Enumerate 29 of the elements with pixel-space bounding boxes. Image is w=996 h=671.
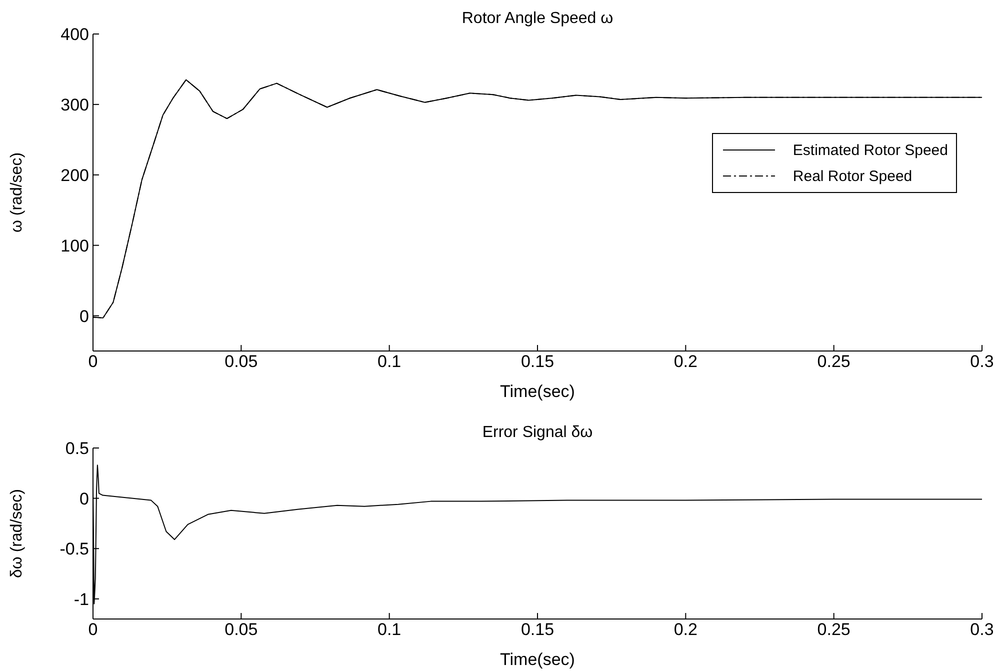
y-tick-label: 300	[60, 95, 89, 114]
y-tick-label: 100	[60, 236, 89, 256]
x-axis-title: Time(sec)	[500, 382, 575, 401]
chart-title: Error Signal δω	[481, 424, 594, 442]
x-tick-label: 0.3	[970, 620, 994, 640]
y-tick-label: 0	[80, 489, 89, 508]
x-tick-label: 0.25	[817, 620, 850, 640]
x-tick-label: 0.2	[674, 352, 698, 372]
legend-label: Real Rotor Speed	[792, 168, 912, 184]
x-tick-label: 0.15	[520, 352, 554, 372]
y-tick-label: -1	[74, 590, 89, 609]
x-tick-label: 0.15	[520, 620, 554, 640]
y-axis-title: δω (rad/sec)	[8, 489, 26, 578]
x-tick-label: 0.1	[378, 352, 402, 372]
x-tick-label: 0.05	[224, 620, 258, 640]
legend-label: Estimated Rotor Speed	[792, 142, 948, 158]
x-tick-label: 0.2	[674, 620, 698, 640]
x-tick-label: 0.1	[378, 620, 402, 640]
y-tick-label: 0.5	[65, 439, 89, 458]
y-tick-label: 200	[60, 166, 89, 185]
x-tick-label: 0.3	[970, 352, 994, 372]
y-axis-title: ω (rad/sec)	[8, 152, 26, 233]
x-tick-label: 0.25	[817, 352, 850, 372]
chart-title: Rotor Angle Speed ω	[460, 10, 614, 28]
x-axis-title: Time(sec)	[500, 650, 575, 669]
x-tick-label: 0.05	[224, 352, 258, 372]
y-tick-label: 0	[80, 306, 89, 326]
y-tick-label: -0.5	[60, 540, 89, 559]
y-tick-label: 400	[60, 25, 89, 44]
